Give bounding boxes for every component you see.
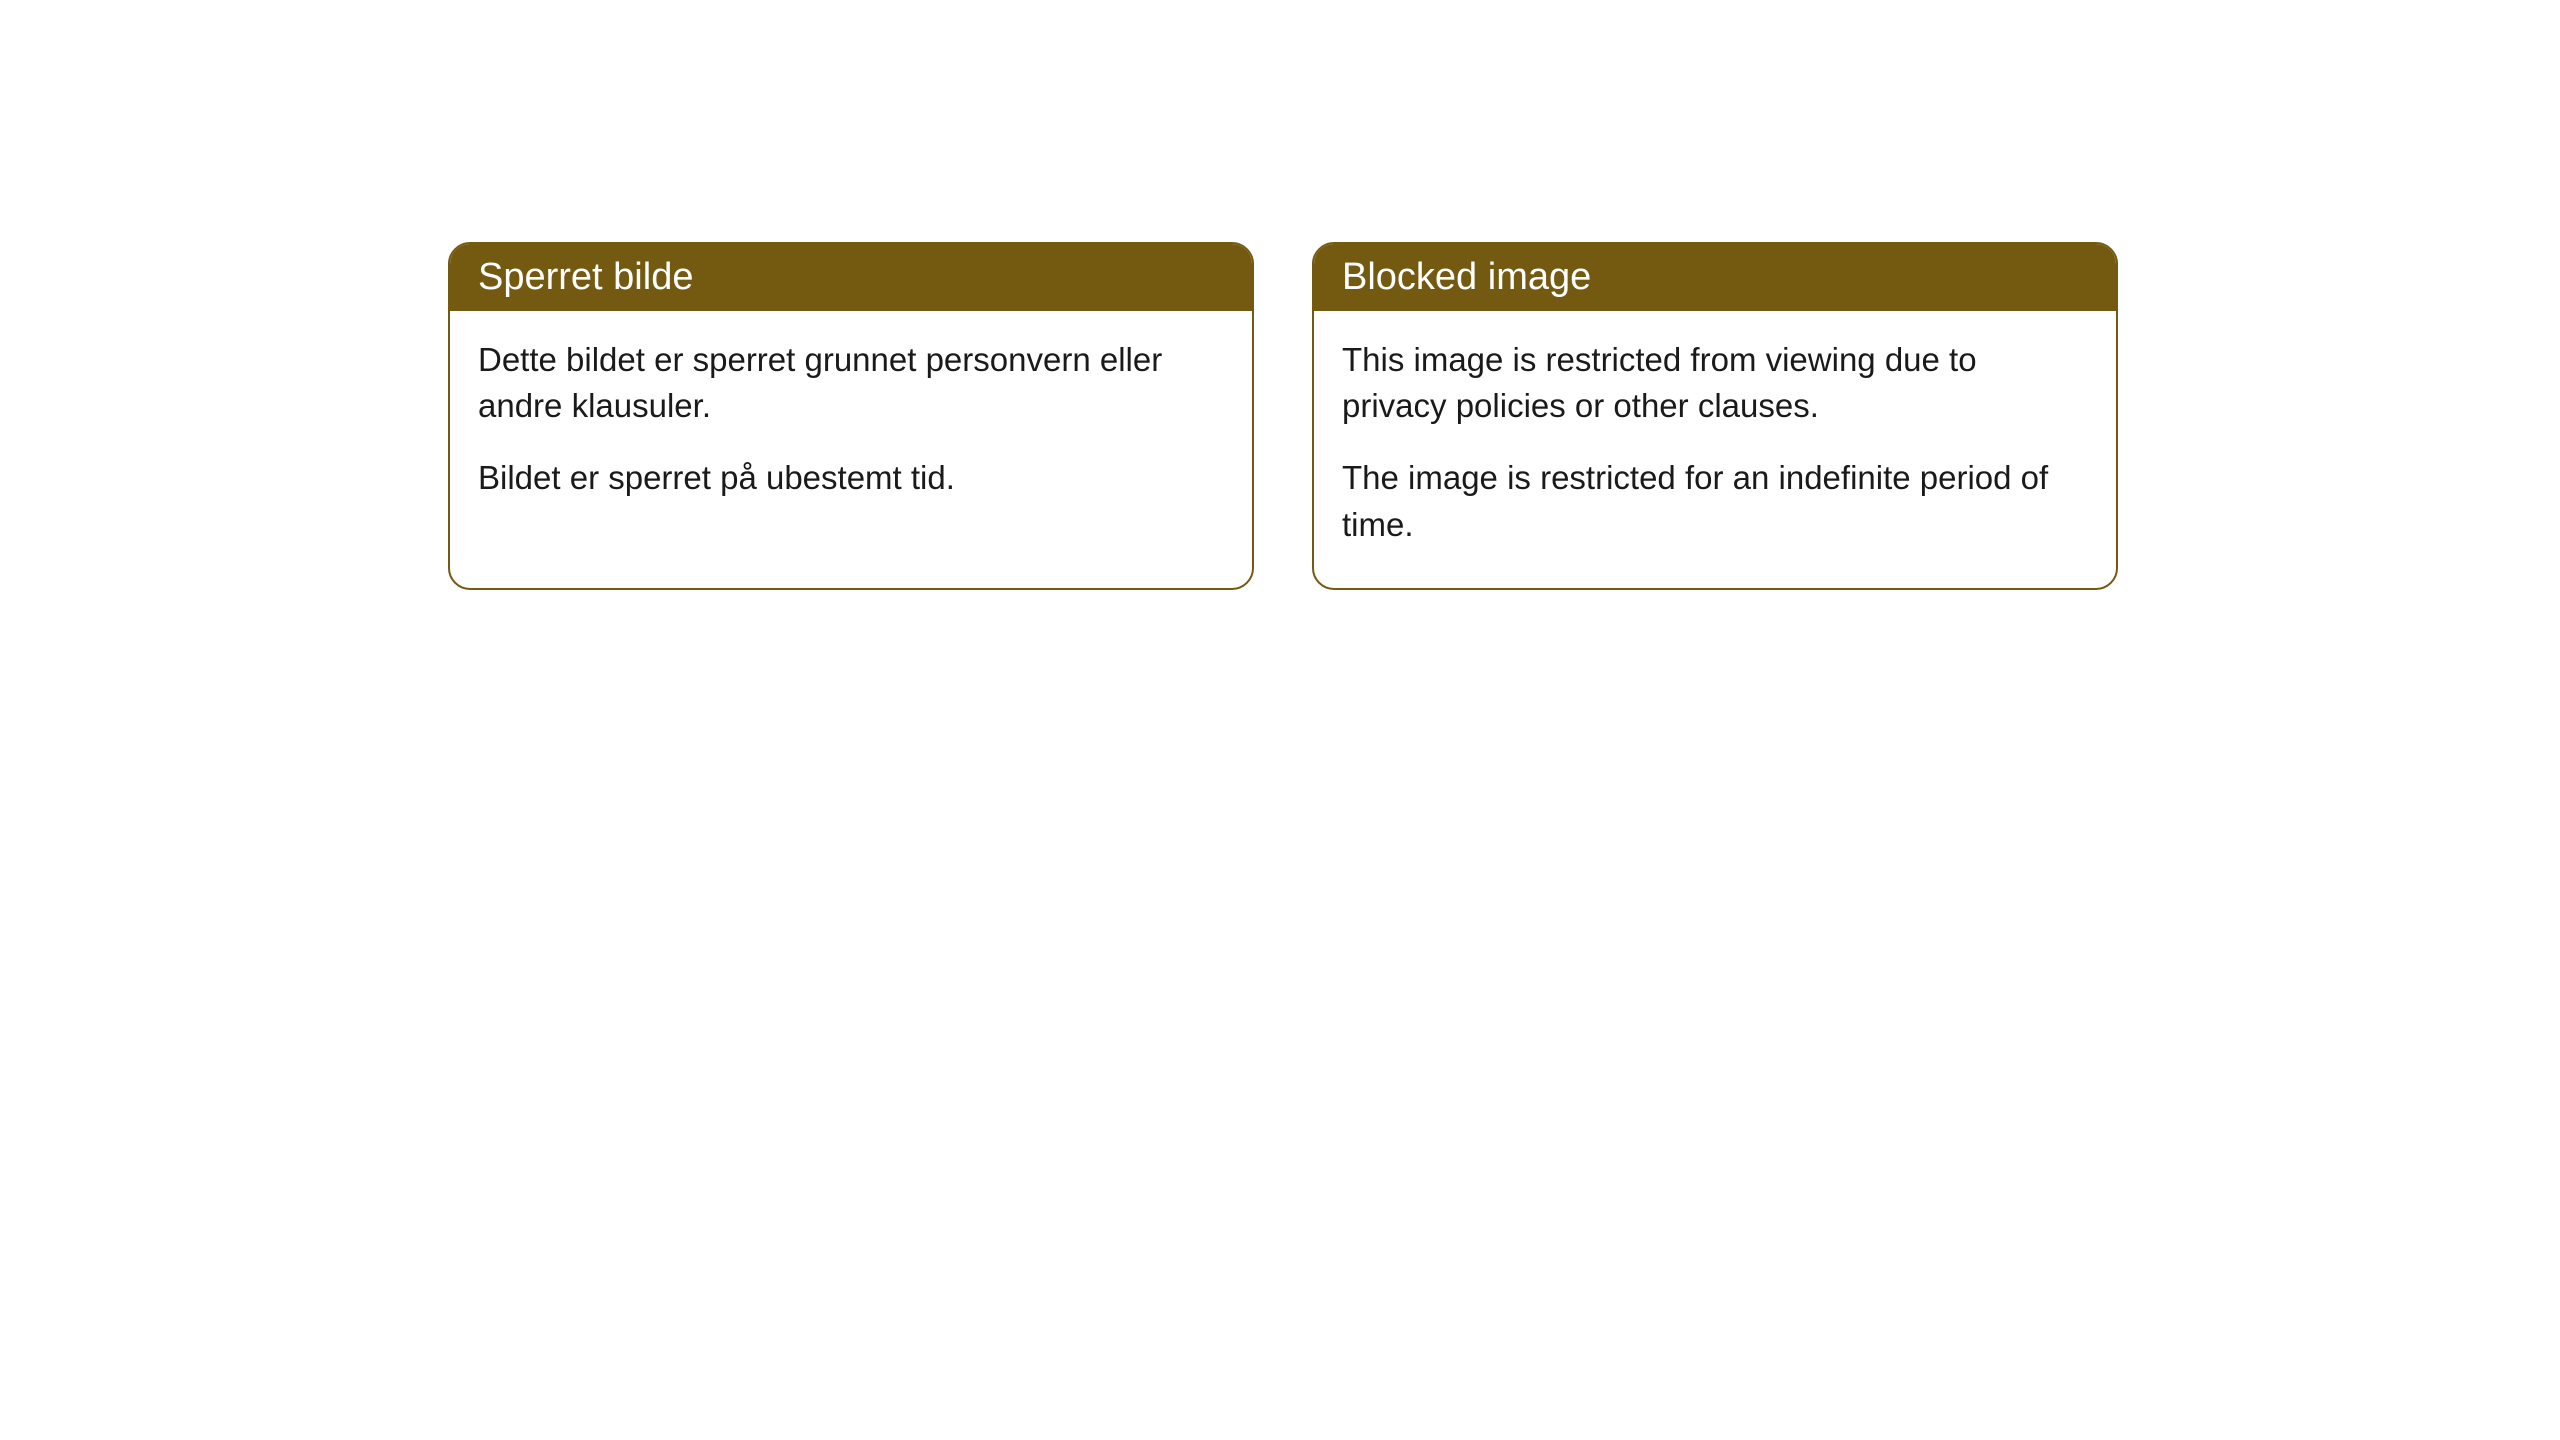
card-header: Sperret bilde [450, 244, 1252, 311]
card-header: Blocked image [1314, 244, 2116, 311]
card-paragraph: Bildet er sperret på ubestemt tid. [478, 455, 1224, 501]
notice-card-norwegian: Sperret bilde Dette bildet er sperret gr… [448, 242, 1254, 590]
card-body: This image is restricted from viewing du… [1314, 311, 2116, 588]
card-body: Dette bildet er sperret grunnet personve… [450, 311, 1252, 542]
card-paragraph: This image is restricted from viewing du… [1342, 337, 2088, 429]
notice-card-english: Blocked image This image is restricted f… [1312, 242, 2118, 590]
card-title: Sperret bilde [478, 256, 693, 298]
card-paragraph: The image is restricted for an indefinit… [1342, 455, 2088, 547]
notice-cards-container: Sperret bilde Dette bildet er sperret gr… [448, 242, 2560, 590]
card-title: Blocked image [1342, 256, 1591, 298]
card-paragraph: Dette bildet er sperret grunnet personve… [478, 337, 1224, 429]
